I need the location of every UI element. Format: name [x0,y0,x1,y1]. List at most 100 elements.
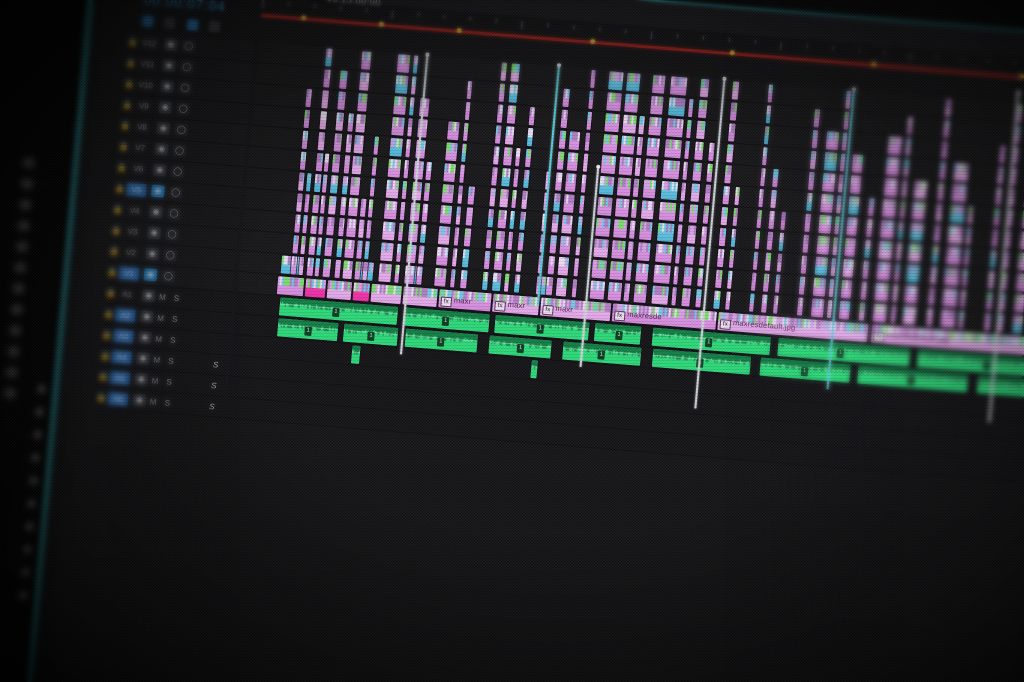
video-clip[interactable] [547,256,556,275]
video-clip[interactable] [715,269,723,289]
video-clip[interactable] [558,130,567,149]
video-clip[interactable] [499,188,509,208]
video-clip[interactable] [381,221,396,241]
video-clip[interactable] [573,258,580,277]
video-clip[interactable] [635,263,649,283]
video-clip[interactable] [704,184,712,203]
track-name-badge[interactable]: A4 [111,349,133,365]
video-clip[interactable] [387,158,402,178]
video-clip[interactable] [421,203,429,223]
video-clip[interactable] [403,160,410,179]
video-clip[interactable] [391,116,405,136]
video-clip[interactable] [655,243,673,263]
video-clip[interactable] [620,135,636,155]
video-clip[interactable] [796,297,804,316]
video-clip[interactable] [708,142,715,162]
video-clip[interactable] [668,97,686,117]
video-clip[interactable] [858,302,866,321]
video-clip[interactable] [887,136,903,156]
video-clip[interactable] [692,162,702,182]
video-clip[interactable] [800,255,808,274]
video-clip[interactable] [828,278,835,298]
video-clip[interactable] [811,130,819,149]
video-clip[interactable] [898,221,904,240]
video-clip[interactable] [304,278,327,298]
video-clip[interactable] [493,146,500,165]
video-clip[interactable] [321,90,329,109]
video-clip[interactable] [909,222,924,242]
list-item[interactable] [22,568,29,577]
video-clip[interactable] [839,153,846,172]
video-clip[interactable] [463,228,472,247]
video-clip[interactable] [834,216,840,235]
video-clip[interactable] [846,217,858,236]
video-clip[interactable] [899,200,906,219]
track-output-icon[interactable]: ◉ [136,351,151,365]
video-clip[interactable] [598,175,615,196]
list-item[interactable] [32,453,39,462]
video-clip[interactable] [336,238,343,258]
track-output-icon[interactable]: ◯ [179,60,194,74]
track-name-badge[interactable]: V7 [134,142,146,153]
video-clip[interactable] [545,276,554,296]
video-clip[interactable] [297,172,305,191]
video-clip[interactable] [346,218,357,238]
video-clip[interactable] [316,237,322,256]
video-clip[interactable] [481,271,489,291]
video-clip[interactable] [528,107,536,126]
video-clip[interactable] [453,227,460,246]
video-clip[interactable] [1012,314,1023,334]
video-clip[interactable] [496,104,504,123]
video-clip[interactable] [866,218,873,238]
video-clip[interactable] [324,237,333,257]
video-clip[interactable] [313,173,322,193]
track-output-icon[interactable]: ◯ [170,165,185,179]
video-clip[interactable] [513,274,521,293]
video-clip[interactable] [315,152,324,172]
video-clip[interactable] [347,197,359,217]
mute-solo-buttons[interactable]: M S [153,354,178,366]
snap-toggle-icon[interactable] [141,15,154,28]
video-clip[interactable] [687,98,694,118]
video-clip[interactable] [989,249,997,269]
video-clip[interactable] [941,140,948,159]
timeline-settings-icon[interactable] [208,20,221,33]
video-clip[interactable] [305,88,312,108]
audio-clip[interactable]: 1 [593,323,642,345]
video-clip[interactable] [728,249,735,268]
video-clip[interactable] [597,196,613,216]
video-clip[interactable] [357,93,368,112]
video-clip[interactable] [457,185,464,204]
video-clip[interactable] [694,141,704,161]
video-clip[interactable] [591,259,607,279]
video-clip[interactable] [519,211,526,230]
video-clip[interactable] [568,131,581,151]
video-clip[interactable] [688,204,699,223]
track-name-badge[interactable]: V5 [125,182,147,197]
video-clip[interactable] [561,215,573,234]
video-clip[interactable] [806,192,813,212]
video-clip[interactable] [549,235,558,254]
video-clip[interactable] [684,140,690,160]
video-clip[interactable] [507,231,514,250]
track-name-badge[interactable]: V12 [141,37,157,49]
track-output-icon[interactable]: ◯ [165,227,180,241]
video-clip[interactable] [367,199,374,218]
video-clip[interactable] [455,206,462,225]
video-clip[interactable] [732,207,739,227]
video-clip[interactable] [317,132,326,151]
video-clip[interactable] [720,206,729,226]
audio-clip[interactable]: 1 [342,323,399,346]
rolling-edit-tool-icon[interactable] [18,220,29,231]
video-clip[interactable] [756,209,763,229]
video-clip[interactable] [842,258,855,278]
video-clip[interactable] [418,245,425,264]
video-clip[interactable] [310,215,318,235]
video-clip[interactable] [1019,231,1024,250]
list-item[interactable] [30,476,37,485]
video-clip[interactable] [637,242,651,262]
eye-icon[interactable]: ◉ [161,59,176,73]
video-clip[interactable] [356,240,363,259]
video-clip[interactable] [347,113,354,132]
video-clip[interactable] [412,55,419,74]
